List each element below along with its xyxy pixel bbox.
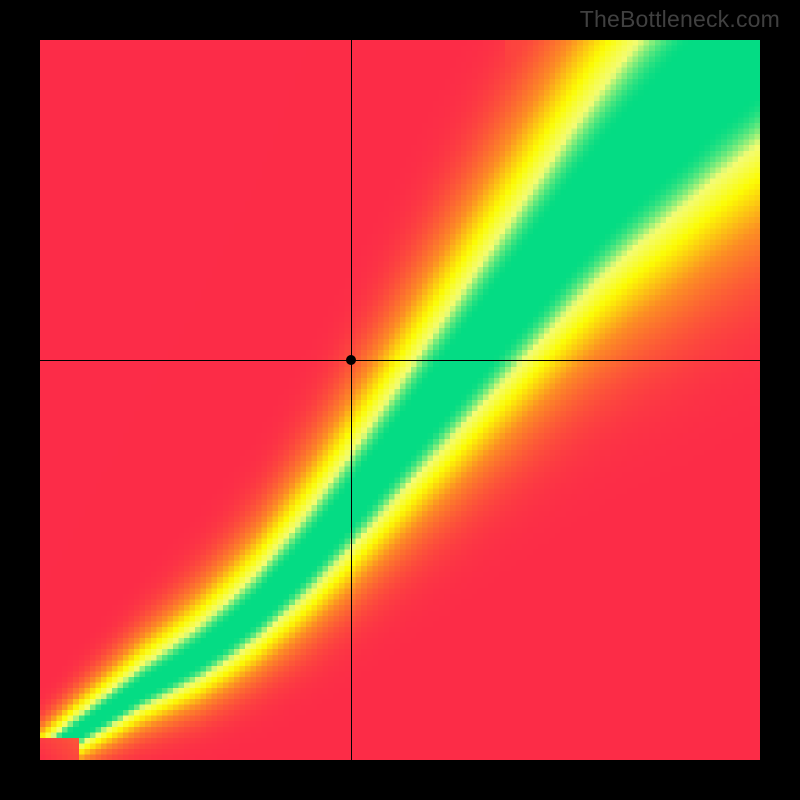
bottleneck-heatmap xyxy=(40,40,760,760)
crosshair-horizontal xyxy=(40,360,760,361)
crosshair-vertical xyxy=(351,40,352,760)
watermark-text: TheBottleneck.com xyxy=(580,6,780,33)
selection-marker xyxy=(346,355,356,365)
chart-frame: TheBottleneck.com xyxy=(0,0,800,800)
